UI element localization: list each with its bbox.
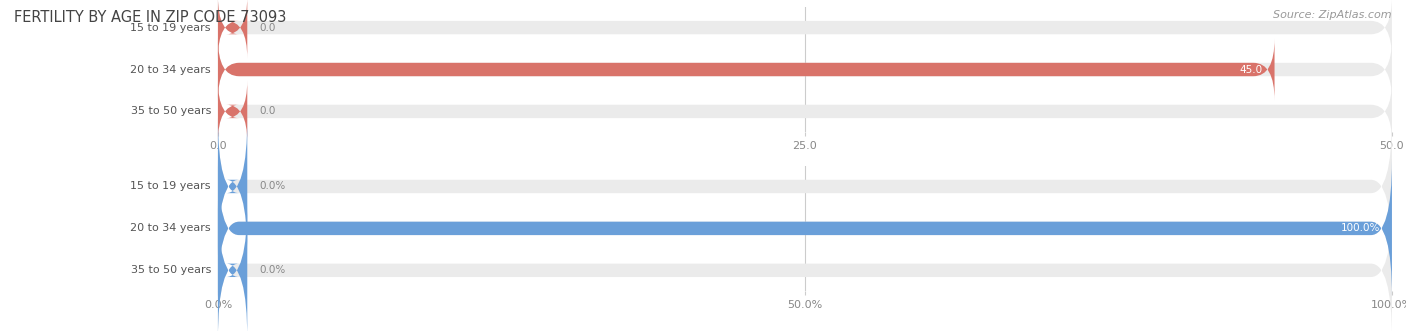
Text: 35 to 50 years: 35 to 50 years [131,107,211,117]
Text: 15 to 19 years: 15 to 19 years [131,181,211,191]
Text: 20 to 34 years: 20 to 34 years [131,65,211,74]
Text: FERTILITY BY AGE IN ZIP CODE 73093: FERTILITY BY AGE IN ZIP CODE 73093 [14,10,287,25]
FancyBboxPatch shape [218,160,1392,297]
Text: 0.0%: 0.0% [259,265,285,275]
FancyBboxPatch shape [218,0,1392,59]
Text: 100.0%: 100.0% [1341,223,1381,233]
FancyBboxPatch shape [218,80,1392,142]
Text: 45.0: 45.0 [1240,65,1263,74]
FancyBboxPatch shape [218,80,247,142]
FancyBboxPatch shape [218,38,1275,101]
FancyBboxPatch shape [218,202,247,331]
Text: 0.0: 0.0 [259,107,276,117]
Text: 0.0%: 0.0% [259,181,285,191]
FancyBboxPatch shape [218,38,1392,101]
FancyBboxPatch shape [218,118,247,255]
Text: 0.0: 0.0 [259,23,276,32]
FancyBboxPatch shape [218,0,247,59]
FancyBboxPatch shape [218,160,1392,297]
Text: 20 to 34 years: 20 to 34 years [131,223,211,233]
Text: Source: ZipAtlas.com: Source: ZipAtlas.com [1274,10,1392,20]
FancyBboxPatch shape [218,118,1392,255]
Text: 35 to 50 years: 35 to 50 years [131,265,211,275]
FancyBboxPatch shape [218,202,1392,331]
Text: 15 to 19 years: 15 to 19 years [131,23,211,32]
